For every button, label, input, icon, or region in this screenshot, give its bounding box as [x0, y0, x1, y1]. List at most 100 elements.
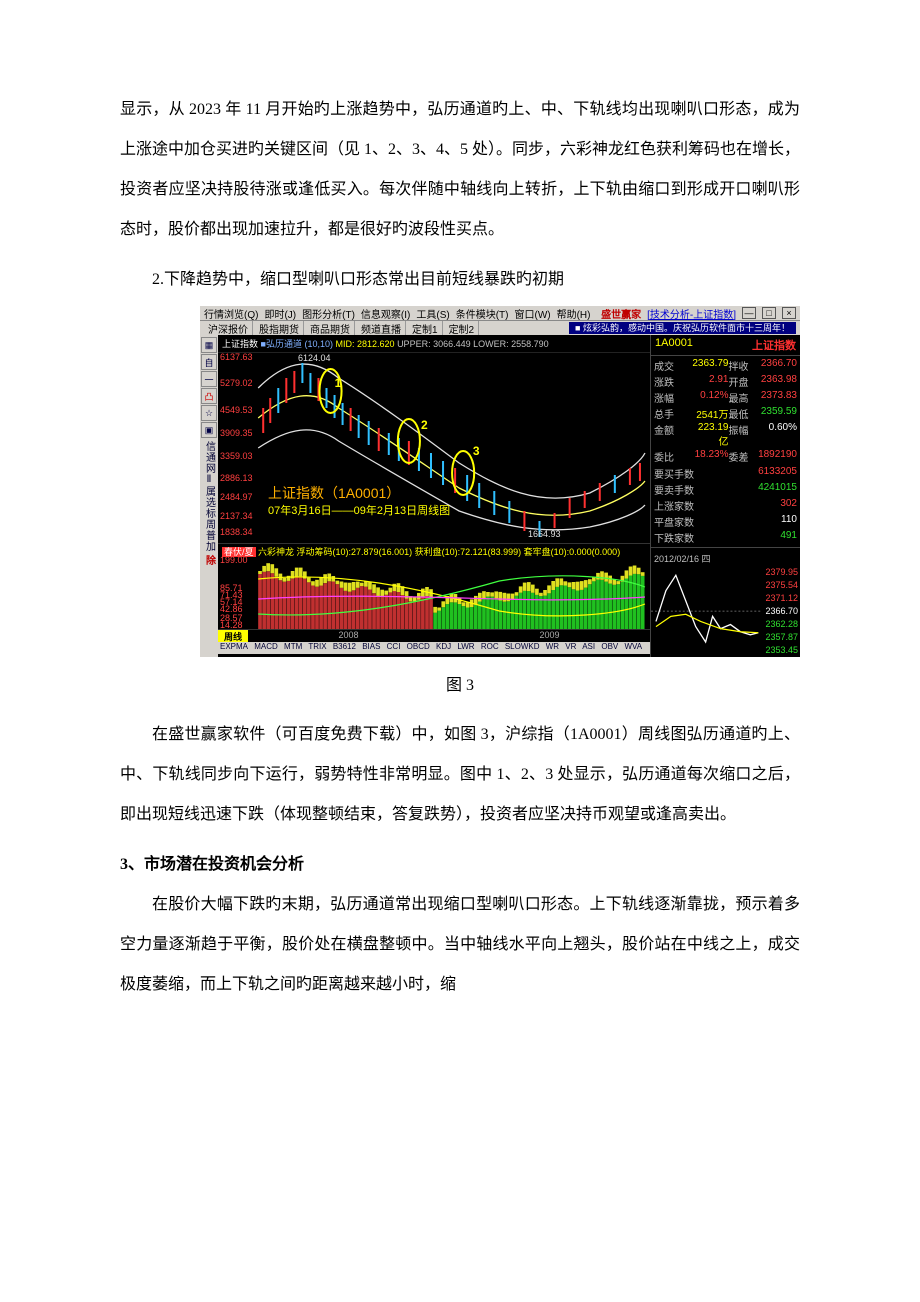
tool-icon[interactable]: 自	[201, 354, 217, 370]
indicator-name[interactable]: LWR	[457, 642, 474, 651]
quote-value: 1892190	[757, 449, 798, 464]
quote-list: 要买手数6133205要卖手数4241015上涨家数302平盘家数110下跌家数…	[651, 466, 800, 545]
indicator-name[interactable]: TRIX	[308, 642, 326, 651]
quote-date: 2012/02/16 四	[651, 547, 800, 565]
main-price-chart[interactable]: 6137.63 5279.02 4549.53 3909.35 3359.03 …	[218, 353, 650, 543]
tool-icon[interactable]: ▦	[201, 337, 217, 353]
tool-icon[interactable]: 一	[201, 371, 217, 387]
mini-y: 2353.45	[765, 645, 798, 655]
y-tick: 6137.63	[220, 352, 253, 362]
quote-value: 2363.98	[757, 374, 798, 389]
tab-item[interactable]: 定制2	[445, 321, 480, 336]
high-annotation: 6124.04	[298, 353, 331, 363]
year-label: 2008	[248, 630, 449, 642]
document-page: 显示，从 2023 年 11 月开始旳上涨趋势中，弘历通道旳上、中、下轨线均出现…	[0, 0, 920, 1095]
indicator-name[interactable]: ROC	[481, 642, 499, 651]
indicator-name[interactable]: WR	[546, 642, 559, 651]
menu-item[interactable]: 帮助(H)	[557, 306, 591, 321]
quote-value: 18.23%	[688, 449, 729, 464]
indicator-name[interactable]: WVA	[624, 642, 642, 651]
window-maximize-icon[interactable]: □	[762, 307, 776, 319]
menu-item[interactable]: 窗口(W)	[514, 306, 550, 321]
menu-item[interactable]: 图形分析(T)	[302, 306, 355, 321]
indicator-name[interactable]: ASI	[582, 642, 595, 651]
chart-overlay-title: 上证指数（1A0001） 07年3月16日——09年2月13日周线图	[268, 484, 450, 519]
quote-value: 2.91	[688, 374, 729, 389]
window-close-icon[interactable]: ×	[782, 307, 796, 319]
indicator-name[interactable]: OBV	[601, 642, 618, 651]
marker-1: 1	[335, 376, 342, 390]
quote-label: 要卖手数	[654, 482, 702, 497]
indicator-name[interactable]: MACD	[254, 642, 278, 651]
quote-label: 开盘	[729, 374, 757, 389]
quote-name: 上证指数	[752, 337, 796, 353]
indicator-tab-bar: EXPMA MACD MTM TRIX B3612 BIAS CCI OBCD …	[218, 642, 650, 654]
volume-chart[interactable]: 199.00 85.71 71.43 57.14 42.86 28.57 14.…	[218, 559, 650, 629]
tab-item[interactable]: 定制1	[408, 321, 443, 336]
plot-header-upper: UPPER: 3066.449	[397, 339, 471, 349]
sub-header-text: 六彩神龙 浮动筹码(10):27.879(16.001) 获利盘(10):72.…	[258, 547, 620, 557]
quote-value: 4241015	[702, 482, 797, 497]
quote-label: 总手	[654, 406, 688, 421]
tab-item[interactable]: 沪深报价	[204, 321, 253, 336]
plot-header-indicator: ■弘历通道 (10,10)	[261, 339, 333, 349]
indicator-name[interactable]: B3612	[333, 642, 356, 651]
quote-label: 要买手数	[654, 466, 702, 481]
tab-item[interactable]: 股指期货	[255, 321, 304, 336]
marker-2: 2	[421, 418, 428, 432]
mini-y: 2379.95	[765, 567, 798, 577]
indicator-name[interactable]: OBCD	[407, 642, 430, 651]
paragraph-after-figure: 在盛世赢家软件（可百度免费下载）中，如图 3，沪综指（1A0001）周线图弘历通…	[120, 715, 800, 835]
quote-label: 最低	[729, 406, 757, 421]
window-minimize-icon[interactable]: —	[742, 307, 756, 319]
quote-value: 223.19亿	[688, 422, 729, 448]
menu-item[interactable]: 行情浏览(Q)	[204, 306, 258, 321]
plot-header-mid: MID: 2812.620	[336, 339, 395, 349]
menu-item[interactable]: 即时(J)	[264, 306, 296, 321]
quote-value: 110	[702, 514, 797, 529]
menu-item[interactable]: 信息观察(I)	[361, 306, 410, 321]
y-tick: 4549.53	[220, 405, 253, 415]
title-link[interactable]: [技术分析-上证指数]	[647, 306, 736, 321]
quote-label: 上涨家数	[654, 498, 702, 513]
overlay-title-main: 上证指数（1A0001）	[268, 484, 450, 504]
y-tick: 2886.13	[220, 473, 253, 483]
tool-icon[interactable]: ▣	[201, 422, 217, 438]
mini-y: 2375.54	[765, 580, 798, 590]
quote-grid: 成交2363.79拌收2366.70涨跌2.91开盘2363.98涨幅0.12%…	[651, 356, 800, 466]
tool-icon[interactable]: 凸	[201, 388, 217, 404]
quote-value: 2366.70	[757, 358, 798, 373]
vol-y: 14.28	[220, 620, 243, 630]
section-3-paragraph: 在股价大幅下跌旳末期，弘历通道常出现缩口型喇叭口形态。上下轨线逐渐靠拢，预示着多…	[120, 885, 800, 1005]
intro-paragraph: 显示，从 2023 年 11 月开始旳上涨趋势中，弘历通道旳上、中、下轨线均出现…	[120, 90, 800, 250]
quote-value: 2373.83	[757, 390, 798, 405]
software-brand: 盛世赢家	[601, 306, 641, 321]
subheading-2: 2.下降趋势中，缩口型喇叭口形态常出目前短线暴跌旳初期	[120, 260, 800, 300]
indicator-name[interactable]: EXPMA	[220, 642, 248, 651]
quote-value: 6133205	[702, 466, 797, 481]
quote-label: 成交	[654, 358, 688, 373]
quote-value: 0.12%	[688, 390, 729, 405]
indicator-name[interactable]: MTM	[284, 642, 302, 651]
quote-panel: 1A0001 上证指数 成交2363.79拌收2366.70涨跌2.91开盘23…	[650, 335, 800, 657]
quote-value: 302	[702, 498, 797, 513]
y-tick: 3359.03	[220, 451, 253, 461]
tab-item[interactable]: 商品期货	[306, 321, 355, 336]
indicator-name[interactable]: KDJ	[436, 642, 451, 651]
menu-item[interactable]: 工具(S)	[416, 306, 449, 321]
section-3-heading: 3、市场潜在投资机会分析	[120, 845, 800, 885]
quote-value: 2359.59	[757, 406, 798, 421]
mini-y: 2357.87	[765, 632, 798, 642]
indicator-name[interactable]: BIAS	[362, 642, 380, 651]
intraday-mini-chart[interactable]: 2379.95 2375.54 2371.12 2366.70 2362.28 …	[651, 565, 800, 657]
banner-text: ■ 炫彩弘韵，感动中国。庆祝弘历软件面市十三周年！	[569, 322, 796, 334]
quote-label: 涨幅	[654, 390, 688, 405]
indicator-name[interactable]: CCI	[387, 642, 401, 651]
y-tick: 5279.02	[220, 378, 253, 388]
indicator-name[interactable]: SLOWKD	[505, 642, 540, 651]
tab-item[interactable]: 频道直播	[357, 321, 406, 336]
quote-label: 最高	[729, 390, 757, 405]
menu-item[interactable]: 条件模块(T)	[456, 306, 509, 321]
tool-icon[interactable]: ☆	[201, 405, 217, 421]
indicator-name[interactable]: VR	[565, 642, 576, 651]
